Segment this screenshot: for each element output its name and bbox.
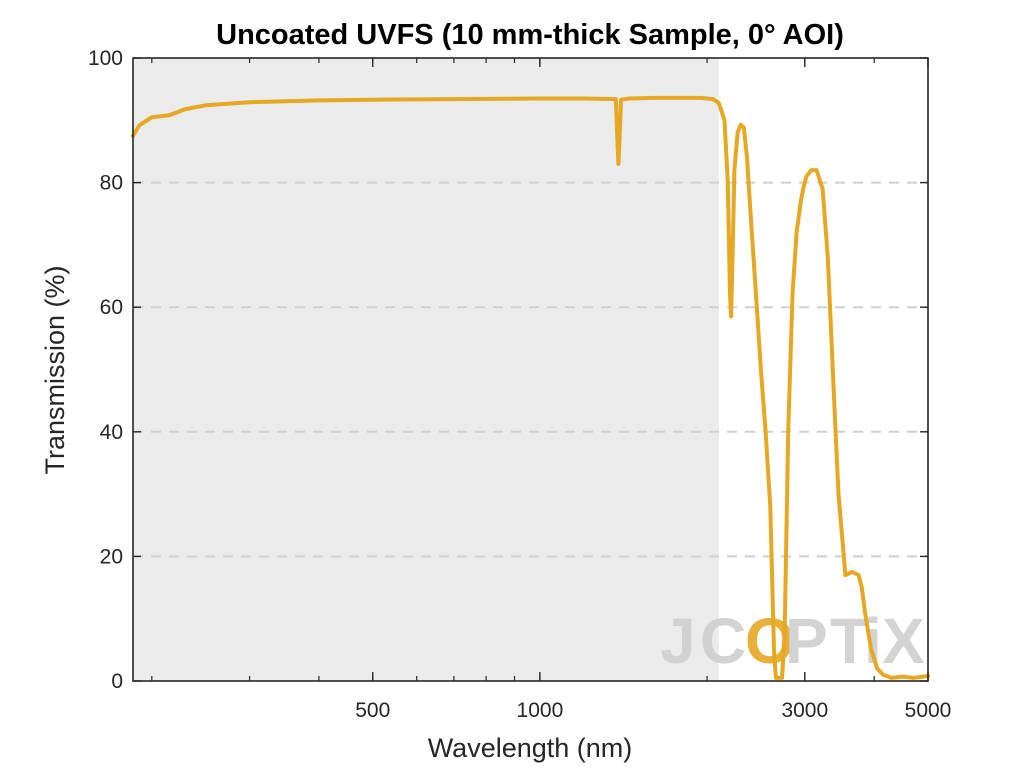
x-tick-label: 3000 — [781, 699, 828, 722]
grid-lines — [133, 181, 928, 558]
y-tick-label: 60 — [100, 296, 123, 319]
x-axis-label: Wavelength (nm) — [428, 733, 633, 763]
y-tick-label: 0 — [111, 670, 123, 693]
x-tick-label: 5000 — [905, 699, 952, 722]
chart-title: Uncoated UVFS (10 mm-thick Sample, 0° AO… — [216, 19, 844, 51]
transmission-line — [131, 95, 930, 680]
y-tick-label: 80 — [100, 172, 123, 195]
watermark-letter: C — [700, 605, 746, 677]
x-tick-label: 500 — [355, 699, 390, 722]
watermark-letter: P — [785, 605, 828, 677]
y-tick-label: 20 — [100, 545, 123, 568]
y-axis-label: Transmission (%) — [40, 265, 70, 474]
plot-frame — [132, 57, 929, 682]
watermark-letter: J — [660, 605, 696, 677]
axis-ticks: 0 20 40 60 80 100 500 1000 3000 5000 — [88, 47, 951, 722]
shaded-region — [133, 58, 719, 681]
x-tick-label: 1000 — [517, 699, 564, 722]
data-series — [131, 95, 930, 680]
watermark-letter: T — [830, 605, 869, 677]
watermark-logo: J COP Ti X — [660, 605, 925, 677]
watermark-letter: X — [882, 605, 925, 677]
y-tick-label: 40 — [100, 421, 123, 444]
y-tick-label: 100 — [88, 47, 123, 70]
